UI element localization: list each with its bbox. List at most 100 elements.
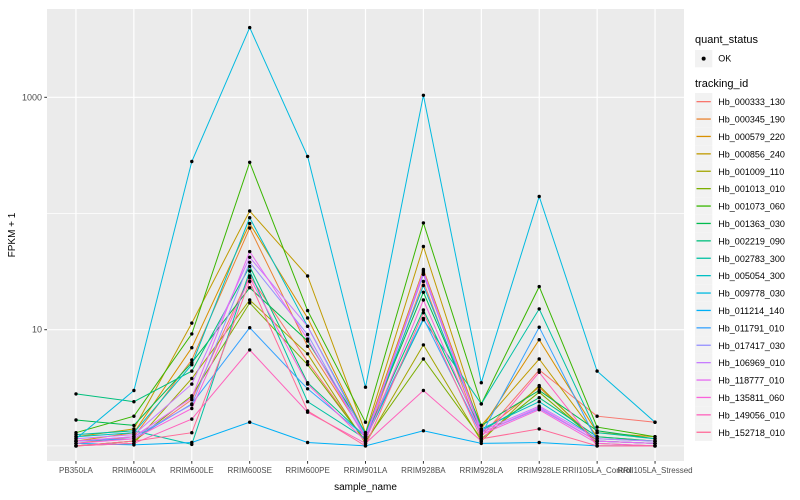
data-point — [132, 414, 136, 418]
legend-item-Hb_002783_300: Hb_002783_300 — [695, 249, 785, 267]
data-point — [132, 439, 136, 443]
data-point — [248, 326, 252, 330]
legend-item-Hb_000333_130: Hb_000333_130 — [695, 93, 785, 111]
data-point — [305, 409, 310, 413]
data-point — [537, 307, 541, 311]
legend-item-Hb_001363_030: Hb_001363_030 — [695, 214, 785, 233]
data-point — [190, 346, 194, 350]
x-tick-label: RRIM600LA — [112, 466, 156, 475]
point-icon — [701, 56, 706, 61]
data-point — [190, 440, 194, 445]
data-point — [363, 420, 368, 424]
x-axis-title: sample_name — [334, 482, 397, 493]
data-point — [653, 444, 657, 448]
legend-item-label: Hb_000856_240 — [718, 149, 785, 159]
legend: quant_status OK tracking_id Hb_000333_130 Hb… — [695, 34, 785, 441]
data-point — [421, 429, 426, 433]
x-tick-label: RRIM901LA — [344, 466, 388, 475]
data-point — [305, 352, 310, 356]
legend-item-Hb_009778_030: Hb_009778_030 — [695, 284, 785, 302]
data-point — [537, 284, 541, 289]
data-point — [248, 420, 252, 424]
legend-item-label: Hb_149056_010 — [718, 410, 785, 420]
data-point — [421, 290, 426, 294]
data-point — [537, 427, 541, 431]
legend-item-Hb_001009_110: Hb_001009_110 — [695, 162, 784, 180]
data-point — [190, 431, 194, 435]
legend-title-tracking-id: tracking_id — [695, 78, 748, 90]
data-point — [190, 369, 194, 373]
legend-item-Hb_000579_220: Hb_000579_220 — [695, 127, 785, 146]
x-tick-label: RRIM928LA — [460, 466, 504, 475]
data-point — [305, 360, 310, 364]
legend-item-Hb_017417_030: Hb_017417_030 — [695, 336, 785, 354]
data-point — [248, 160, 252, 164]
legend-item-label: Hb_135811_060 — [718, 393, 784, 403]
data-points — [74, 25, 657, 448]
data-point — [305, 308, 310, 313]
legend-item-Hb_000856_240: Hb_000856_240 — [695, 145, 785, 163]
data-point — [190, 406, 194, 411]
legend-item-label: Hb_011214_140 — [718, 306, 784, 316]
legend-item-label: Hb_118777_010 — [718, 376, 784, 386]
legend-item-Hb_152718_010: Hb_152718_010 — [695, 423, 785, 441]
data-point — [595, 441, 599, 446]
data-point — [305, 363, 310, 367]
x-axis: PB350LA RRIM600LA RRIM600LE RRIM600SE RRIM60… — [59, 461, 693, 493]
legend-item-label: Hb_005054_300 — [718, 271, 785, 281]
data-point — [132, 388, 136, 393]
data-point — [305, 274, 310, 278]
y-axis-title: FPKM + 1 — [7, 212, 18, 257]
data-point — [537, 405, 541, 409]
legend-item-label: Hb_017417_030 — [718, 341, 785, 351]
legend-label-quant: OK — [718, 54, 731, 64]
data-point — [595, 425, 599, 429]
data-point — [421, 388, 426, 393]
y-axis: 1000 10 FPKM + 1 — [7, 92, 47, 335]
legend-title-quant-status: quant_status — [695, 34, 758, 46]
data-point — [595, 414, 599, 418]
legend-item-label: Hb_000345_190 — [718, 115, 785, 125]
x-tick-label: RRII105LA_Control — [562, 466, 632, 475]
legend-item-label: Hb_152718_010 — [718, 428, 785, 438]
data-point — [74, 441, 78, 446]
x-tick-label: RRIM600LE — [170, 466, 214, 475]
data-point — [248, 286, 252, 290]
data-point — [421, 269, 426, 273]
data-point — [421, 357, 426, 361]
legend-item-label: Hb_001013_010 — [718, 184, 785, 194]
data-point — [248, 298, 252, 302]
data-point — [190, 403, 194, 407]
data-point — [479, 432, 483, 437]
x-tick-label: PB350LA — [59, 466, 93, 475]
data-point — [479, 423, 483, 428]
data-point — [305, 324, 310, 328]
data-point — [537, 338, 541, 342]
data-point — [421, 311, 426, 315]
data-point — [248, 226, 252, 230]
legend-item-Hb_000345_190: Hb_000345_190 — [695, 110, 785, 128]
data-point — [190, 396, 194, 400]
data-point — [305, 154, 310, 159]
x-tick-label: RRIM600SE — [227, 466, 271, 475]
legend-item-Hb_001013_010: Hb_001013_010 — [695, 180, 785, 198]
legend-item-label: Hb_002219_090 — [718, 236, 785, 246]
data-point — [248, 221, 252, 226]
data-point — [248, 269, 252, 273]
data-point — [248, 260, 252, 264]
data-point — [537, 400, 541, 404]
data-point — [421, 93, 426, 98]
data-point — [653, 441, 657, 446]
legend-item-Hb_011791_010: Hb_011791_010 — [695, 319, 784, 337]
data-point — [537, 408, 541, 412]
legend-item-Hb_135811_060: Hb_135811_060 — [695, 388, 784, 407]
data-point — [305, 332, 310, 337]
data-point — [305, 344, 310, 348]
data-point — [595, 444, 599, 448]
data-point — [74, 418, 78, 422]
data-point — [74, 392, 78, 396]
data-point — [248, 209, 252, 213]
data-point — [190, 376, 194, 381]
